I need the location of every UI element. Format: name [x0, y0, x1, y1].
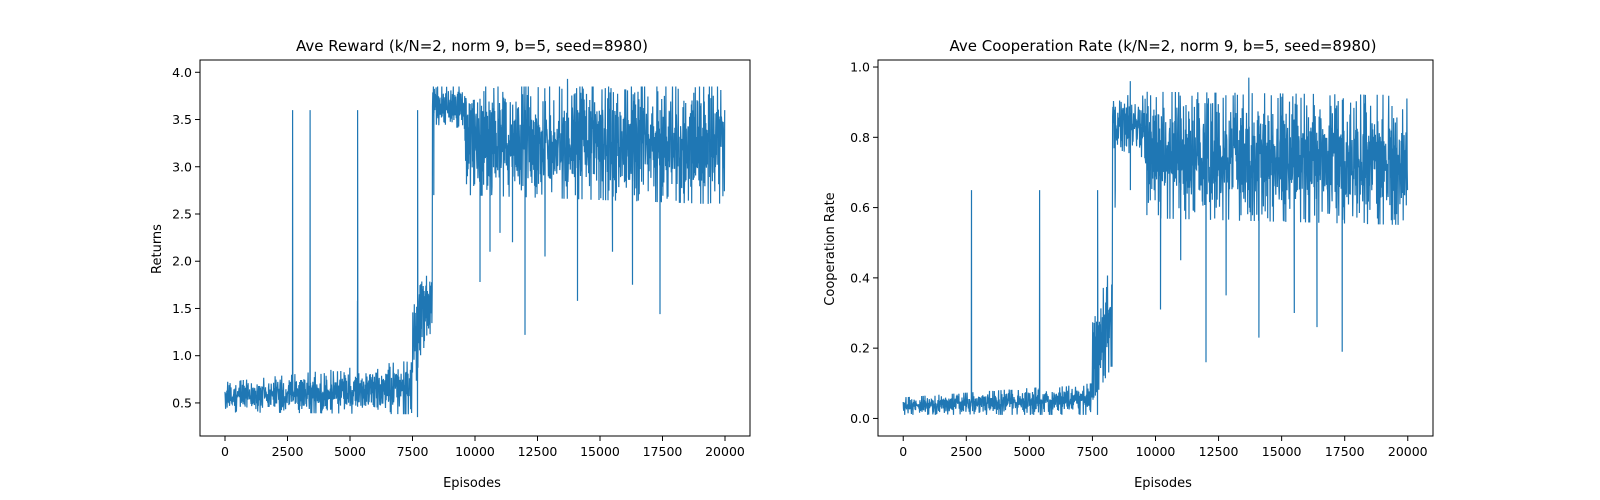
cooperation-chart-title: Ave Cooperation Rate (k/N=2, norm 9, b=5… [950, 37, 1377, 55]
cooperation-y-tick-label: 0.8 [850, 130, 870, 145]
reward-y-tick-label: 0.5 [172, 395, 192, 410]
cooperation-y-tick-label: 0.0 [850, 411, 870, 426]
cooperation-x-tick-label: 0 [899, 444, 907, 459]
reward-y-tick-label: 1.0 [172, 348, 192, 363]
cooperation-y-tick-label: 0.2 [850, 341, 870, 356]
reward-x-tick-label: 10000 [455, 444, 495, 459]
cooperation-chart-xlabel: Episodes [1134, 476, 1192, 491]
reward-x-tick-label: 2500 [272, 444, 304, 459]
cooperation-y-tick-label: 0.6 [850, 200, 870, 215]
reward-chart-xlabel: Episodes [443, 476, 501, 491]
reward-y-tick-label: 3.0 [172, 159, 192, 174]
reward-x-tick-label: 20000 [705, 444, 745, 459]
reward-series-line [224, 78, 726, 418]
reward-x-tick-label: 17500 [643, 444, 683, 459]
reward-chart-ylabel: Returns [150, 224, 165, 274]
cooperation-chart-plot: 0 2500 5000 7500 10000 12500 15000 17500 20000 0.… [850, 59, 1434, 459]
reward-chart-title: Ave Reward (k/N=2, norm 9, b=5, seed=898… [296, 37, 648, 55]
reward-chart-plot: 0 2500 5000 7500 10000 12500 15000 17500 20000 0.… [172, 59, 751, 459]
cooperation-x-tick-label: 20000 [1388, 444, 1428, 459]
cooperation-x-tick-label: 10000 [1136, 444, 1176, 459]
reward-y-tick-label: 1.5 [172, 301, 192, 316]
cooperation-x-tick-label: 12500 [1199, 444, 1239, 459]
reward-y-tick-label: 2.5 [172, 206, 192, 221]
cooperation-x-tick-label: 17500 [1325, 444, 1365, 459]
reward-x-tick-label: 0 [221, 444, 229, 459]
reward-y-tick-label: 4.0 [172, 65, 192, 80]
reward-y-tick-label: 2.0 [172, 254, 192, 269]
cooperation-y-tick-label: 0.4 [850, 270, 870, 285]
cooperation-chart: Ave Cooperation Rate (k/N=2, norm 9, b=5… [823, 37, 1434, 491]
reward-x-tick-label: 5000 [334, 444, 366, 459]
cooperation-x-tick-label: 5000 [1013, 444, 1045, 459]
reward-y-tick-label: 3.5 [172, 112, 192, 127]
reward-x-tick-label: 15000 [580, 444, 620, 459]
cooperation-x-tick-label: 15000 [1262, 444, 1302, 459]
cooperation-chart-ylabel: Cooperation Rate [823, 192, 838, 305]
cooperation-x-tick-label: 7500 [1077, 444, 1109, 459]
cooperation-y-tick-label: 1.0 [850, 60, 870, 75]
reward-x-tick-label: 7500 [397, 444, 429, 459]
reward-x-tick-label: 12500 [518, 444, 558, 459]
cooperation-series-line [902, 77, 1409, 415]
reward-chart: Ave Reward (k/N=2, norm 9, b=5, seed=898… [150, 37, 751, 491]
cooperation-x-tick-label: 2500 [950, 444, 982, 459]
